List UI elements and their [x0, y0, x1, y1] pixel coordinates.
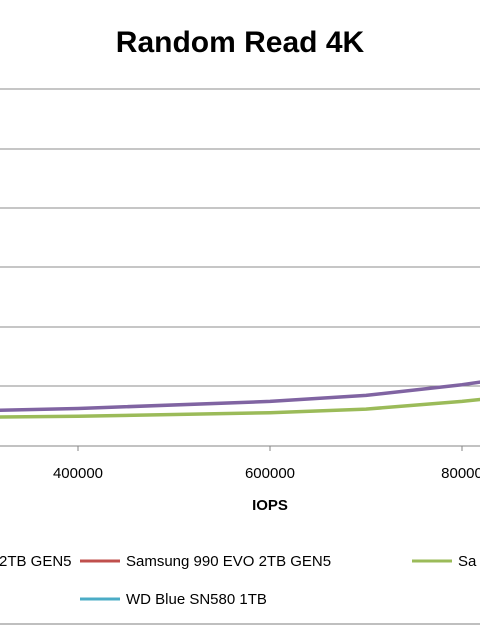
- x-axis-label: IOPS: [252, 497, 288, 514]
- x-tick-labels: 400000 600000 80000: [53, 446, 480, 482]
- legend-item-3: Sa: [412, 553, 477, 570]
- x-tick-label: 400000: [53, 465, 103, 482]
- legend-item-1: 2TB GEN5: [0, 553, 72, 570]
- legend-label-5: WD Blue SN580 1TB: [126, 591, 267, 608]
- gridlines: [0, 88, 480, 447]
- series-line-3: [0, 397, 480, 419]
- legend: 2TB GEN5 Samsung 990 EVO 2TB GEN5 Sa WD …: [0, 553, 477, 608]
- x-tick-label: 80000: [441, 465, 480, 482]
- legend-item-2: Samsung 990 EVO 2TB GEN5: [80, 553, 331, 570]
- x-tick-label: 600000: [245, 465, 295, 482]
- legend-item-5: WD Blue SN580 1TB: [80, 591, 267, 608]
- chart-title: Random Read 4K: [116, 26, 365, 59]
- legend-label-3: Sa: [458, 553, 477, 570]
- series-lines: [0, 380, 480, 419]
- legend-label-2: Samsung 990 EVO 2TB GEN5: [126, 553, 331, 570]
- legend-label-1: 2TB GEN5: [0, 553, 72, 570]
- series-line-4: [0, 380, 480, 412]
